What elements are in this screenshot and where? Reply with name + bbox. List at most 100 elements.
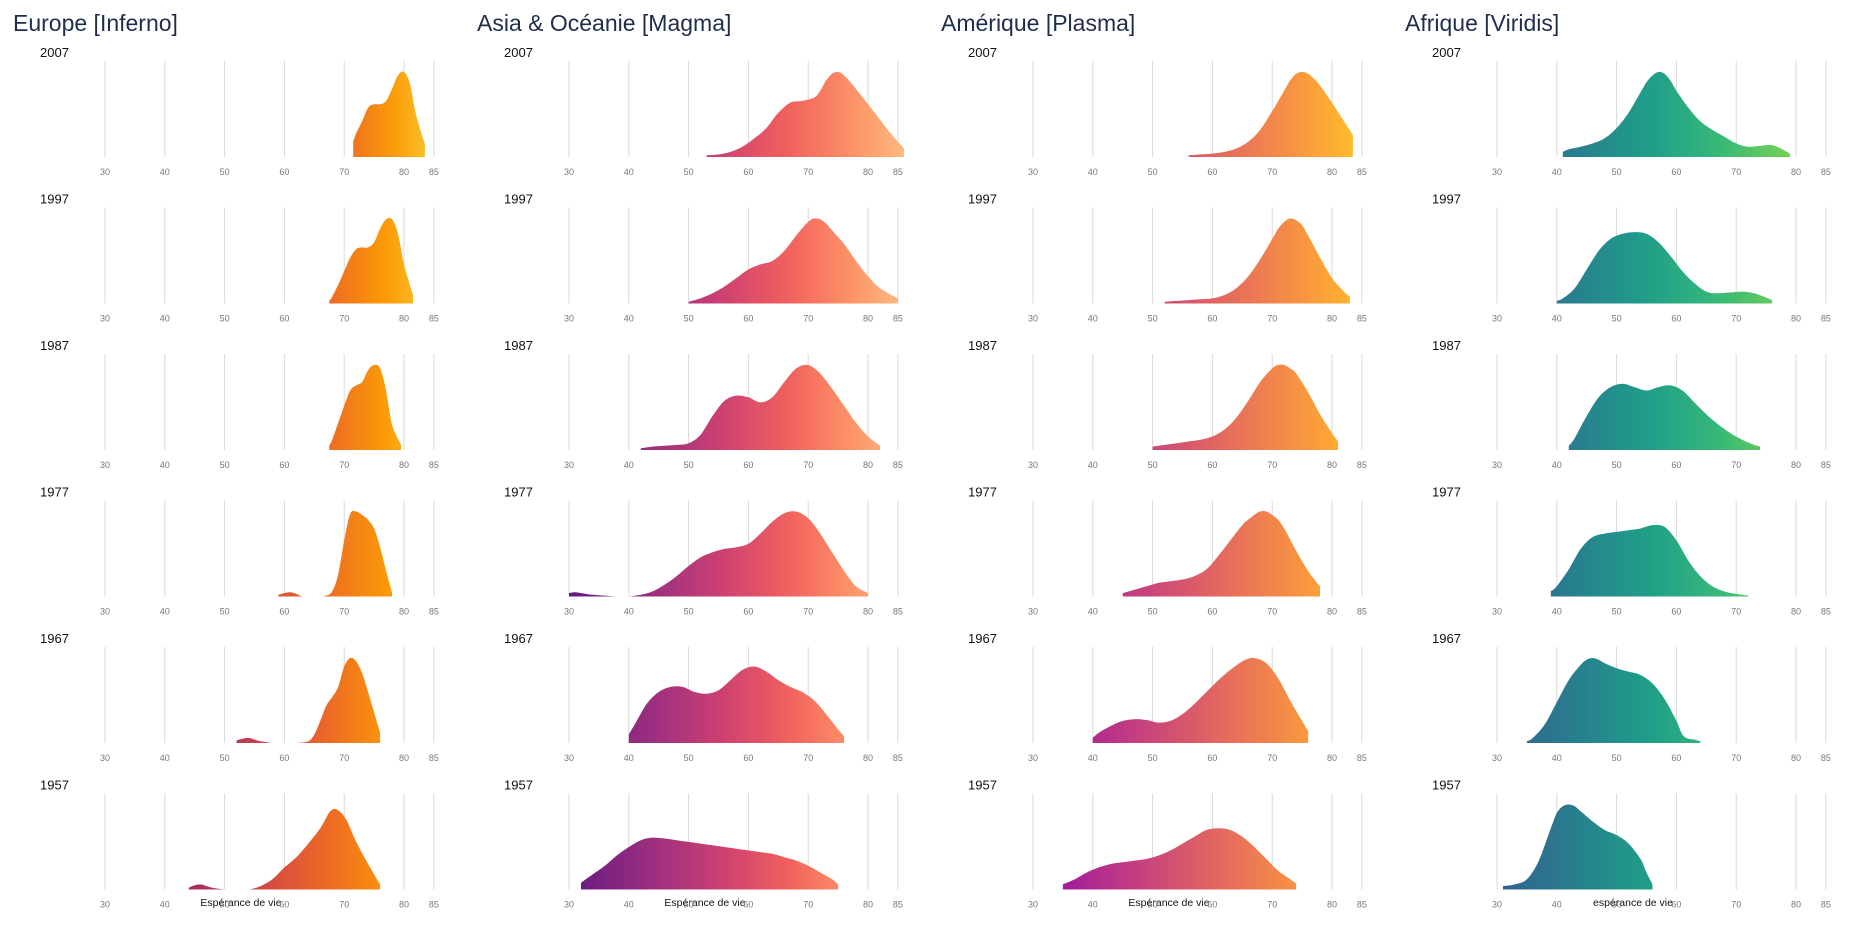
x-tick-label: 50 [1148, 314, 1158, 324]
x-tick-label: 85 [429, 607, 439, 617]
x-tick-label: 40 [1552, 460, 1562, 470]
ridge-row-1987: 1987 30 40 50 60 70 80 85 [40, 338, 439, 470]
x-tick-label: 70 [1267, 460, 1277, 470]
ridge-row-1987: 1987 30 40 50 60 70 80 85 [968, 338, 1367, 470]
x-tick-label: 80 [1327, 900, 1337, 910]
year-label: 2007 [968, 45, 997, 60]
year-label: 2007 [504, 45, 533, 60]
x-tick-label: 85 [893, 314, 903, 324]
year-label: 1997 [504, 192, 533, 207]
x-tick-label: 50 [220, 607, 230, 617]
ridge-row-1977: 1977 30 40 50 60 70 80 85 [1432, 485, 1831, 617]
x-tick-label: 40 [1088, 314, 1098, 324]
x-tick-label: 50 [1612, 607, 1622, 617]
x-tick-label: 85 [893, 753, 903, 763]
x-tick-label: 50 [684, 460, 694, 470]
x-tick-label: 70 [1731, 460, 1741, 470]
x-tick-label: 70 [1731, 167, 1741, 177]
x-tick-label: 80 [863, 753, 873, 763]
x-tick-label: 40 [160, 167, 170, 177]
density-area-2007 [353, 71, 425, 157]
x-tick-label: 50 [220, 460, 230, 470]
ridge-row-2007: 2007 30 40 50 60 70 80 85 [504, 45, 904, 177]
x-tick-label: 50 [1148, 900, 1158, 910]
x-tick-label: 40 [624, 314, 634, 324]
ridge-row-1957: 1957 30 40 50 60 70 80 85 [1432, 778, 1831, 910]
density-area-1977 [569, 511, 868, 597]
density-area-1977 [1550, 524, 1749, 597]
density-area-1967 [1092, 657, 1309, 743]
x-tick-label: 30 [1492, 460, 1502, 470]
x-axis-label-europe: Espérance de vie [200, 897, 281, 909]
x-tick-label: 40 [160, 900, 170, 910]
x-tick-label: 80 [399, 607, 409, 617]
x-tick-label: 60 [1671, 314, 1681, 324]
x-tick-label: 40 [160, 460, 170, 470]
x-tick-label: 60 [279, 314, 289, 324]
x-tick-label: 60 [279, 753, 289, 763]
x-tick-label: 80 [1327, 753, 1337, 763]
x-tick-label: 50 [1148, 460, 1158, 470]
x-tick-label: 30 [564, 167, 574, 177]
ridge-row-1977: 1977 30 40 50 60 70 80 85 [40, 485, 439, 617]
x-tick-label: 40 [1088, 753, 1098, 763]
x-tick-label: 80 [863, 314, 873, 324]
ridge-row-2007: 2007 30 40 50 60 70 80 85 [40, 45, 439, 177]
year-label: 1957 [504, 778, 533, 793]
density-area-1957 [188, 809, 381, 890]
year-label: 1987 [504, 338, 533, 353]
density-area-1997 [1556, 232, 1773, 304]
x-tick-label: 60 [1671, 900, 1681, 910]
x-tick-label: 40 [160, 314, 170, 324]
ridge-row-1957: 1957 30 40 50 60 70 80 85 [40, 778, 439, 910]
density-area-1997 [688, 218, 898, 304]
x-tick-label: 40 [1552, 753, 1562, 763]
x-tick-label: 40 [1088, 460, 1098, 470]
x-tick-label: 80 [399, 900, 409, 910]
density-area-1977 [278, 510, 392, 597]
x-tick-label: 30 [564, 460, 574, 470]
year-label: 1957 [40, 778, 69, 793]
ridge-row-1977: 1977 30 40 50 60 70 80 85 [504, 485, 903, 617]
x-tick-label: 80 [863, 167, 873, 177]
x-tick-label: 60 [743, 753, 753, 763]
x-tick-label: 80 [863, 607, 873, 617]
x-tick-label: 80 [1791, 753, 1801, 763]
density-area-1987 [1152, 364, 1338, 450]
x-tick-label: 60 [1207, 900, 1217, 910]
x-tick-label: 40 [1552, 167, 1562, 177]
x-tick-label: 85 [1821, 753, 1831, 763]
x-tick-label: 50 [1612, 753, 1622, 763]
x-tick-label: 30 [564, 753, 574, 763]
x-tick-label: 80 [1327, 460, 1337, 470]
x-tick-label: 80 [1791, 314, 1801, 324]
x-tick-label: 80 [1327, 314, 1337, 324]
x-tick-label: 85 [1821, 167, 1831, 177]
x-tick-label: 80 [1327, 607, 1337, 617]
panel-title-europe: Europe [Inferno] [13, 10, 178, 36]
x-tick-label: 85 [429, 900, 439, 910]
x-tick-label: 50 [1612, 460, 1622, 470]
x-tick-label: 30 [100, 460, 110, 470]
ridge-row-1997: 1997 30 40 50 60 70 80 85 [504, 192, 903, 324]
x-tick-label: 80 [1791, 460, 1801, 470]
year-label: 1967 [504, 631, 533, 646]
panel-title-africa: Afrique [Viridis] [1405, 10, 1559, 36]
x-tick-label: 70 [1731, 900, 1741, 910]
density-area-1977 [1122, 511, 1320, 597]
panel-asia: Asia & Océanie [Magma] Espérance de vie [477, 10, 746, 909]
x-tick-label: 80 [399, 753, 409, 763]
x-tick-label: 70 [339, 753, 349, 763]
x-tick-label: 70 [803, 460, 813, 470]
density-area-2007 [1188, 72, 1353, 157]
x-tick-label: 40 [160, 753, 170, 763]
x-tick-label: 85 [429, 753, 439, 763]
x-tick-label: 50 [220, 314, 230, 324]
x-tick-label: 30 [1492, 167, 1502, 177]
x-tick-label: 85 [1357, 900, 1367, 910]
ridge-row-2007: 2007 30 40 50 60 70 80 85 [968, 45, 1367, 177]
x-tick-label: 85 [1821, 314, 1831, 324]
density-area-2007 [706, 71, 904, 157]
x-tick-label: 70 [339, 607, 349, 617]
ridge-row-1957: 1957 30 40 50 60 70 80 85 [968, 778, 1367, 910]
